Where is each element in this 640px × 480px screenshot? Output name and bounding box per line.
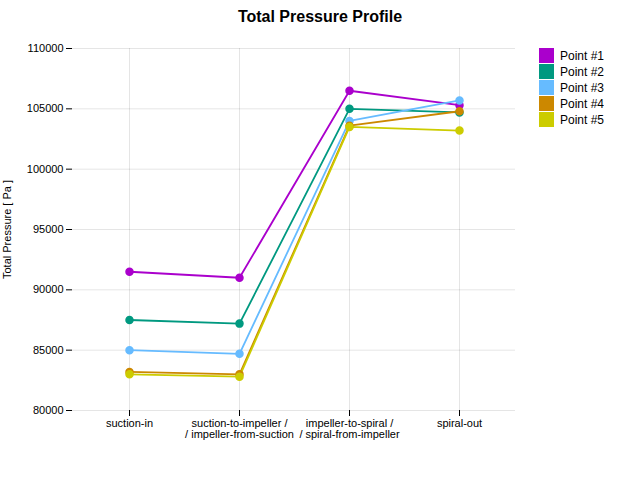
svg-text:110000: 110000 — [28, 42, 64, 54]
html-text:Point #5: Point #5 — [560, 112, 604, 127]
html-text:Point #3: Point #3 — [560, 80, 604, 95]
html-text:Point #1: Point #1 — [560, 48, 604, 63]
svg-text:90000: 90000 — [33, 283, 64, 295]
svg-text:impeller-to-spiral // spiral-f: impeller-to-spiral // spiral-from-impell… — [299, 417, 400, 440]
html-text:Point #4: Point #4 — [560, 96, 604, 111]
svg-text:suction-to-impeller // impelle: suction-to-impeller // impeller-from-suc… — [185, 417, 294, 440]
html-text:Total Pressure Profile: Total Pressure Profile — [237, 8, 403, 25]
svg-text:85000: 85000 — [33, 344, 64, 356]
html-text:Point #2: Point #2 — [560, 64, 604, 79]
svg-text:95000: 95000 — [33, 223, 64, 235]
svg-text:80000: 80000 — [33, 404, 64, 416]
svg-text:spiral-out: spiral-out — [437, 417, 482, 429]
svg-text:suction-in: suction-in — [106, 417, 153, 429]
svg-text:100000: 100000 — [27, 163, 64, 175]
svg-text:Total Pressure [ Pa ]: Total Pressure [ Pa ] — [1, 180, 13, 279]
svg-text:105000: 105000 — [27, 102, 64, 114]
